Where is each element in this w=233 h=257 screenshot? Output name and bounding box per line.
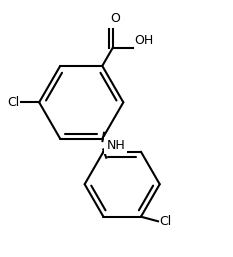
Text: Cl: Cl [8, 96, 20, 109]
Text: NH: NH [106, 139, 125, 152]
Text: OH: OH [134, 34, 153, 47]
Text: Cl: Cl [159, 215, 171, 228]
Text: O: O [110, 12, 120, 25]
